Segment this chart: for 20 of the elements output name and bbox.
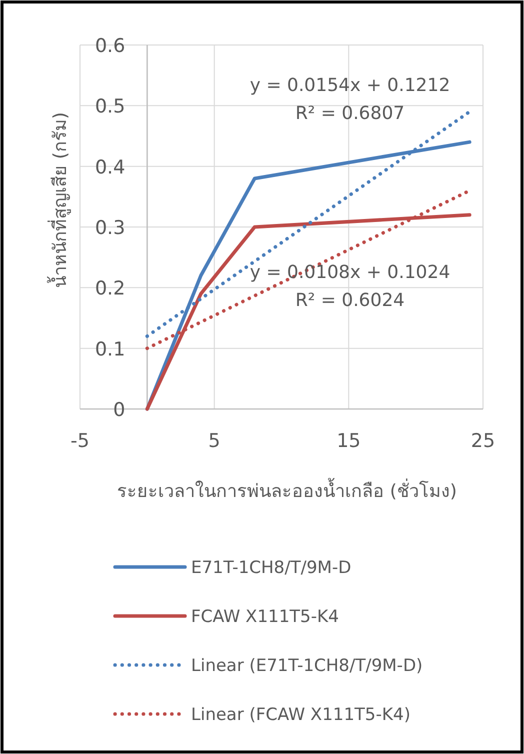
- x-tick-label: -5: [70, 430, 90, 452]
- x-tick-label: 5: [208, 430, 220, 452]
- y-axis-title: น้ำหนักที่สูญเสีย (กรัม): [47, 112, 71, 288]
- y-tick-label: 0.1: [94, 338, 126, 360]
- annotation: R² = 0.6024: [295, 290, 405, 311]
- annotation: y = 0.0154x + 0.1212: [250, 75, 450, 96]
- y-tick-label: 0.6: [94, 35, 126, 57]
- y-tick-label: 0: [113, 399, 126, 421]
- x-tick-label: 15: [336, 430, 361, 452]
- legend-label: Linear (FCAW X111T5-K4): [191, 705, 410, 725]
- legend-label: FCAW X111T5-K4: [191, 607, 339, 627]
- x-axis-title: ระยะเวลาในการพ่นละอองน้ำเกลือ (ชั่วโมง): [117, 478, 457, 502]
- y-tick-label: 0.4: [94, 156, 126, 178]
- x-tick-label: 25: [470, 430, 496, 452]
- legend-label: E71T-1CH8/T/9M-D: [191, 558, 352, 578]
- annotation: R² = 0.6807: [295, 103, 405, 124]
- y-tick-label: 0.5: [94, 96, 126, 118]
- y-tick-label: 0.2: [94, 278, 126, 300]
- legend-label: Linear (E71T-1CH8/T/9M-D): [191, 656, 423, 676]
- y-tick-label: 0.3: [94, 217, 126, 239]
